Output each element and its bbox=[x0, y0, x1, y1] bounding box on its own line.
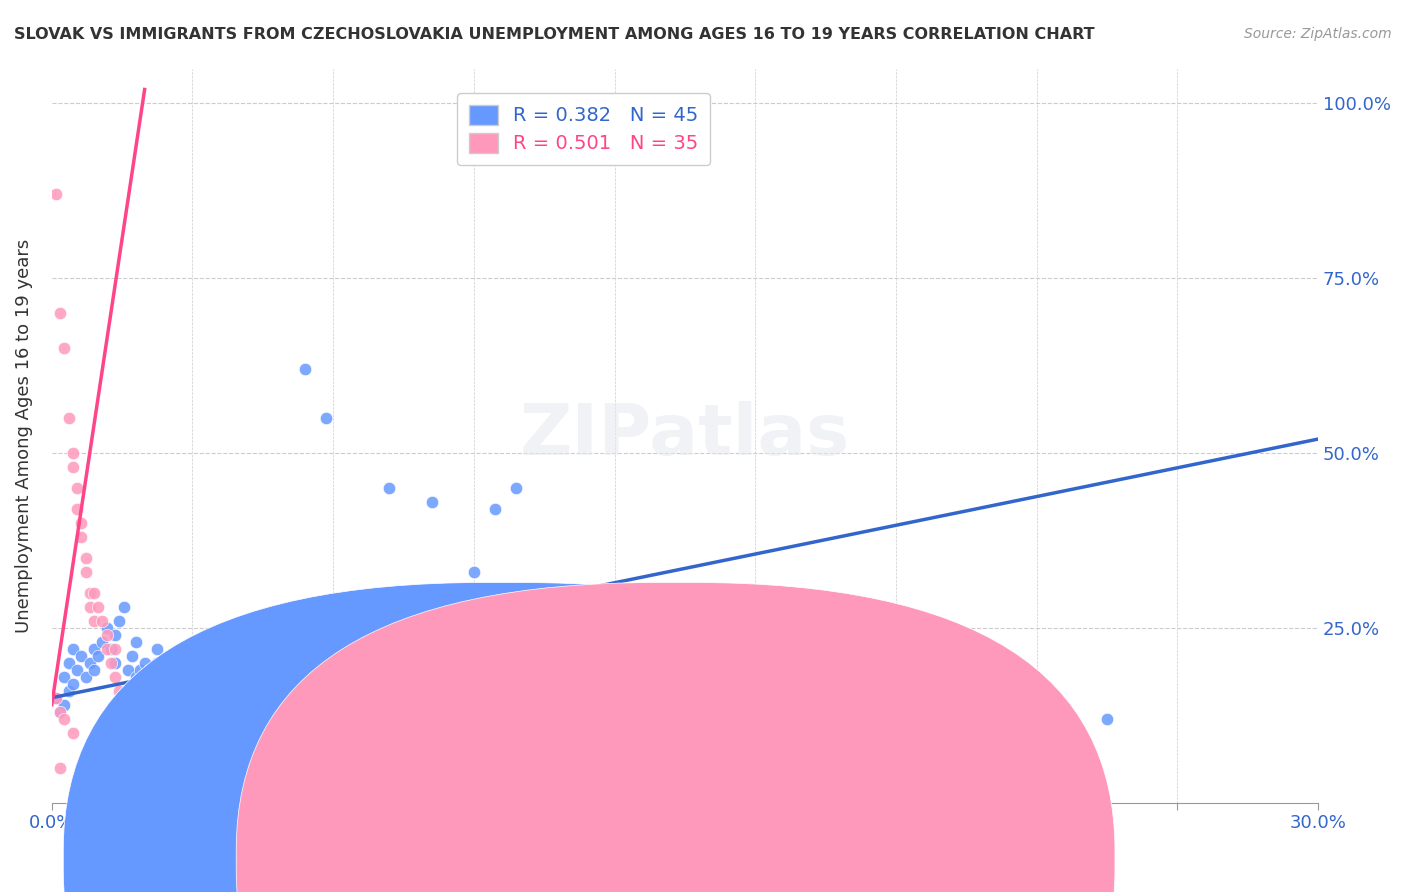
Point bbox=[75, 565, 97, 579]
Point bbox=[526, 621, 548, 635]
Point bbox=[673, 739, 696, 754]
Point bbox=[66, 502, 89, 516]
Point bbox=[1095, 712, 1118, 726]
Point bbox=[589, 621, 612, 635]
Point bbox=[70, 648, 93, 663]
Point bbox=[49, 306, 72, 320]
Point bbox=[378, 481, 401, 495]
Point bbox=[112, 698, 135, 712]
Point bbox=[96, 628, 118, 642]
Point bbox=[45, 690, 67, 705]
Point bbox=[83, 614, 105, 628]
Point bbox=[420, 495, 443, 509]
Point bbox=[79, 656, 101, 670]
Point bbox=[134, 656, 156, 670]
Point bbox=[58, 656, 80, 670]
Point bbox=[547, 641, 569, 656]
Point bbox=[125, 705, 148, 719]
Point bbox=[117, 683, 139, 698]
Point bbox=[83, 586, 105, 600]
Text: Slovaks: Slovaks bbox=[534, 847, 598, 865]
Point bbox=[66, 481, 89, 495]
Text: ZIPatlas: ZIPatlas bbox=[520, 401, 851, 470]
Point bbox=[142, 670, 165, 684]
Point bbox=[45, 187, 67, 202]
Point bbox=[70, 516, 93, 530]
Point bbox=[62, 725, 84, 739]
Point bbox=[79, 599, 101, 614]
Point bbox=[117, 663, 139, 677]
Point bbox=[104, 670, 127, 684]
Point bbox=[49, 761, 72, 775]
Point bbox=[87, 648, 110, 663]
Point bbox=[100, 656, 122, 670]
Point bbox=[70, 530, 93, 544]
Point bbox=[108, 614, 131, 628]
Text: Source: ZipAtlas.com: Source: ZipAtlas.com bbox=[1244, 27, 1392, 41]
Point bbox=[104, 628, 127, 642]
Point bbox=[125, 635, 148, 649]
Point bbox=[96, 641, 118, 656]
Point bbox=[91, 635, 114, 649]
Point bbox=[134, 698, 156, 712]
Point bbox=[294, 362, 316, 376]
Point bbox=[91, 614, 114, 628]
Point bbox=[58, 683, 80, 698]
Point bbox=[58, 411, 80, 425]
Point bbox=[83, 663, 105, 677]
Point bbox=[121, 648, 143, 663]
Point bbox=[53, 670, 76, 684]
Point bbox=[104, 656, 127, 670]
Point bbox=[129, 663, 152, 677]
Point bbox=[62, 677, 84, 691]
Point bbox=[62, 641, 84, 656]
Point bbox=[49, 705, 72, 719]
Point bbox=[138, 663, 160, 677]
Point bbox=[66, 663, 89, 677]
Point bbox=[129, 712, 152, 726]
Point bbox=[49, 705, 72, 719]
Point bbox=[87, 599, 110, 614]
Point bbox=[75, 550, 97, 565]
Text: SLOVAK VS IMMIGRANTS FROM CZECHOSLOVAKIA UNEMPLOYMENT AMONG AGES 16 TO 19 YEARS : SLOVAK VS IMMIGRANTS FROM CZECHOSLOVAKIA… bbox=[14, 27, 1095, 42]
Point bbox=[104, 641, 127, 656]
Legend: R = 0.382   N = 45, R = 0.501   N = 35: R = 0.382 N = 45, R = 0.501 N = 35 bbox=[457, 93, 710, 165]
Point bbox=[79, 586, 101, 600]
Point bbox=[315, 411, 337, 425]
Point bbox=[484, 502, 506, 516]
Point bbox=[83, 641, 105, 656]
Point bbox=[505, 481, 527, 495]
Point bbox=[53, 712, 76, 726]
Point bbox=[146, 656, 169, 670]
Point bbox=[125, 670, 148, 684]
Point bbox=[62, 446, 84, 460]
Point bbox=[53, 341, 76, 355]
Point bbox=[100, 641, 122, 656]
Point bbox=[146, 641, 169, 656]
Point bbox=[96, 621, 118, 635]
Point bbox=[800, 635, 823, 649]
Point bbox=[463, 565, 485, 579]
Point bbox=[45, 690, 67, 705]
Point bbox=[108, 683, 131, 698]
Point bbox=[121, 690, 143, 705]
Text: Immigrants from Czechoslovakia: Immigrants from Czechoslovakia bbox=[703, 847, 976, 865]
Point bbox=[62, 460, 84, 475]
Point bbox=[75, 670, 97, 684]
Y-axis label: Unemployment Among Ages 16 to 19 years: Unemployment Among Ages 16 to 19 years bbox=[15, 238, 32, 632]
Point bbox=[53, 698, 76, 712]
Point bbox=[112, 599, 135, 614]
